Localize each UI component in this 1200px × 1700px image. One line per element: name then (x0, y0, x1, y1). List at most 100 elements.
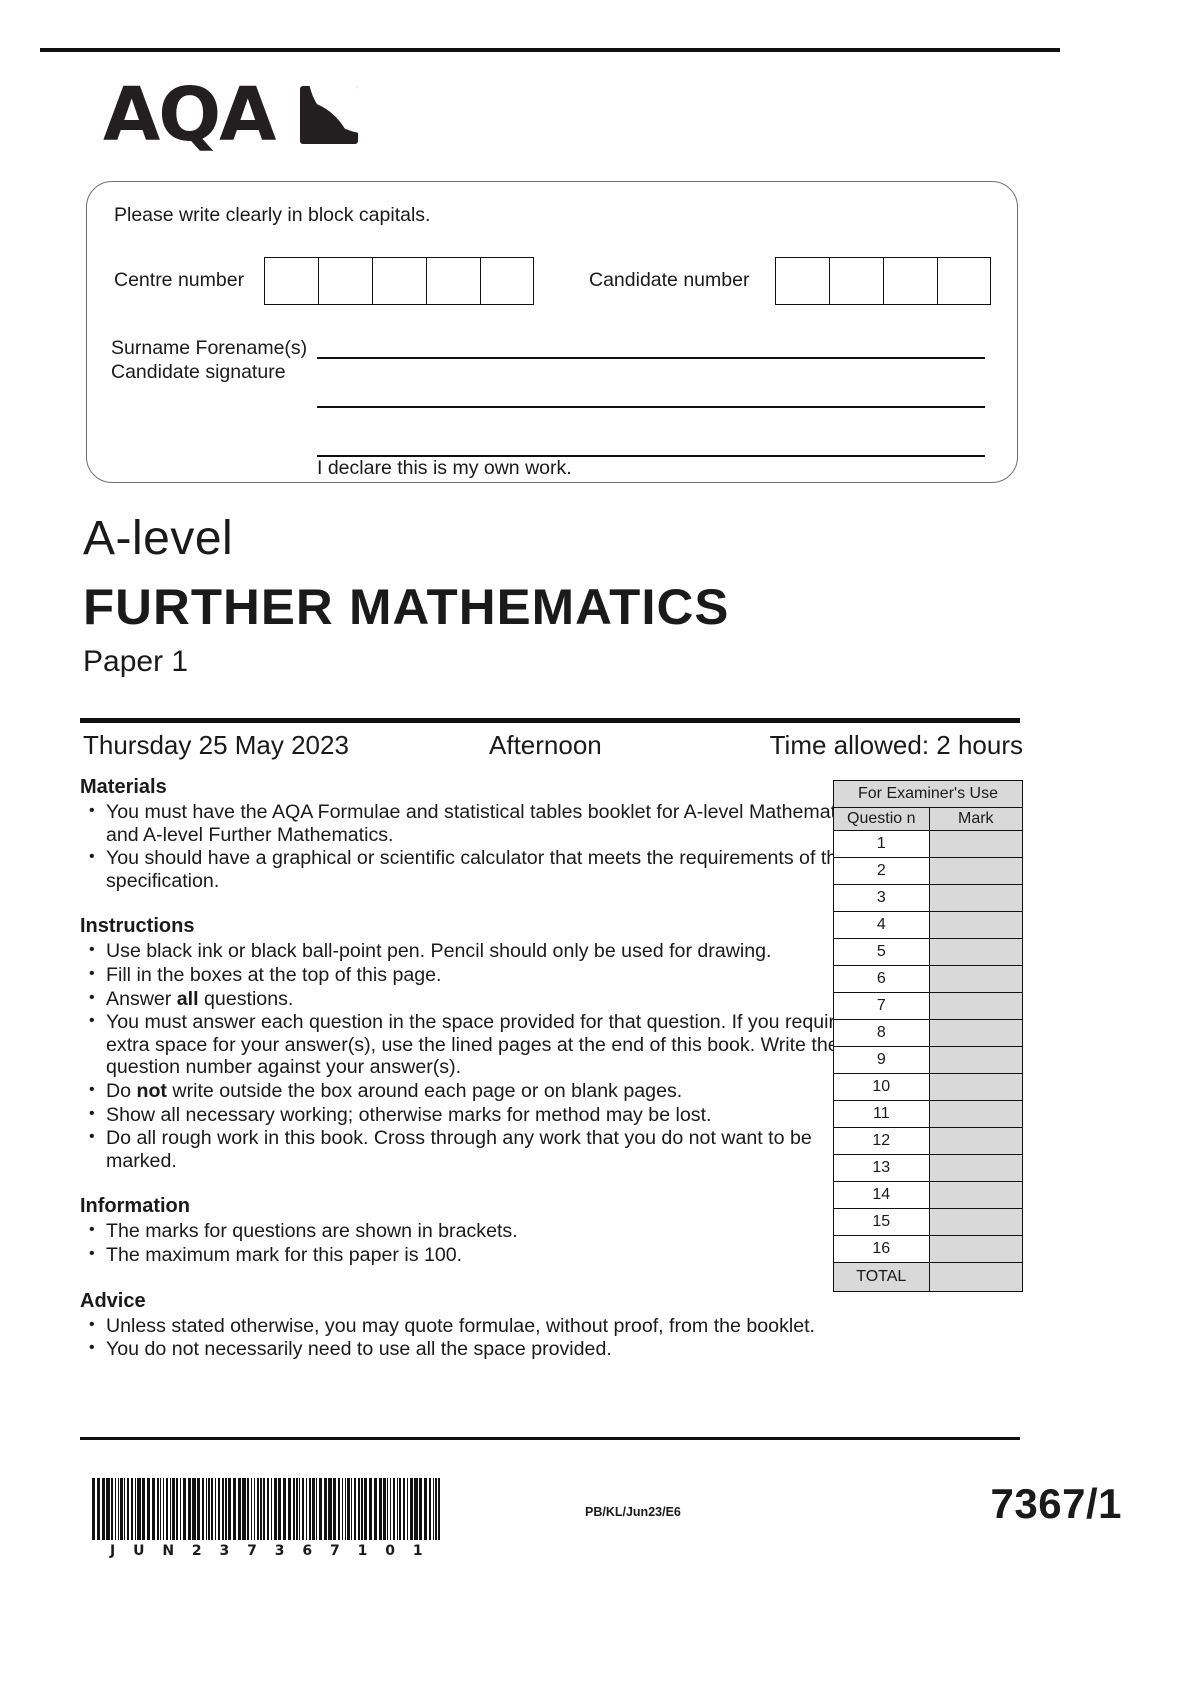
list-item: You should have a graphical or scientifi… (80, 846, 870, 892)
mark-cell[interactable] (928, 1181, 1024, 1209)
mark-cell[interactable] (928, 1235, 1024, 1263)
mark-cell[interactable] (928, 857, 1024, 885)
table-row: 11 (833, 1100, 1024, 1128)
mark-cell[interactable] (928, 965, 1024, 993)
table-row: 3 (833, 884, 1024, 912)
table-row: 5 (833, 938, 1024, 966)
table-row-total: TOTAL (833, 1262, 1024, 1292)
total-label: TOTAL (833, 1262, 930, 1292)
table-row: 1 (833, 830, 1024, 858)
declaration-write-line[interactable] (317, 455, 985, 457)
mark-cell[interactable] (928, 1046, 1024, 1074)
exam-time-allowed: Time allowed: 2 hours (769, 730, 1023, 760)
centre-number-cell[interactable] (372, 257, 426, 305)
section-heading: Information (80, 1195, 190, 1218)
table-row: 14 (833, 1181, 1024, 1209)
list-item: The maximum mark for this paper is 100. (80, 1243, 870, 1267)
paper-title: Paper 1 (83, 645, 189, 678)
section-materials: Materials You must have the AQA Formulae… (80, 776, 870, 892)
section-heading: Advice (80, 1289, 146, 1312)
table-row: 12 (833, 1127, 1024, 1155)
block-capitals-note: Please write clearly in block capitals. (114, 204, 431, 226)
mark-cell[interactable] (928, 992, 1024, 1020)
print-code: PB/KL/Jun23/E6 (585, 1505, 681, 1519)
signature-write-line[interactable] (317, 406, 985, 408)
candidate-details-box (86, 181, 1018, 483)
mark-cell[interactable] (928, 830, 1024, 858)
table-row: 10 (833, 1073, 1024, 1101)
centre-number-cell[interactable] (426, 257, 480, 305)
candidate-number-cell[interactable] (775, 257, 829, 305)
centre-number-input[interactable] (264, 257, 534, 305)
leaf-icon (300, 86, 359, 144)
header-divider-rule (80, 718, 1020, 723)
candidate-number-label: Candidate number (589, 269, 750, 291)
aqa-wordmark: AQA (103, 72, 276, 158)
list-item: You do not necessarily need to use all t… (80, 1337, 870, 1361)
mark-cell[interactable] (928, 1100, 1024, 1128)
spacer (80, 893, 870, 915)
list-item: Unless stated otherwise, you may quote f… (80, 1314, 870, 1338)
information-list: The marks for questions are shown in bra… (80, 1219, 870, 1267)
list-item: Use black ink or black ball-point pen. P… (80, 939, 870, 963)
table-row: 6 (833, 965, 1024, 993)
table-row: 2 (833, 857, 1024, 885)
exam-info-bar: Thursday 25 May 2023 Afternoon Time allo… (83, 730, 1023, 768)
mark-cell[interactable] (928, 884, 1024, 912)
question-number: 16 (833, 1235, 930, 1263)
table-row: 13 (833, 1154, 1024, 1182)
question-number: 14 (833, 1181, 930, 1209)
list-item: You must have the AQA Formulae and stati… (80, 800, 870, 846)
section-heading: Instructions (80, 915, 195, 938)
candidate-number-input[interactable] (775, 257, 991, 305)
mark-cell[interactable] (928, 1208, 1024, 1236)
table-row: 7 (833, 992, 1024, 1020)
question-number: 6 (833, 965, 930, 993)
question-number: 10 (833, 1073, 930, 1101)
instructions-column: Materials You must have the AQA Formulae… (80, 776, 870, 1362)
list-item: The marks for questions are shown in bra… (80, 1219, 870, 1243)
for-examiners-use-table: For Examiner's Use Questio n Mark 1 2 3 … (833, 780, 1024, 1292)
mark-cell[interactable] (928, 1127, 1024, 1155)
total-mark-cell[interactable] (928, 1262, 1024, 1292)
table-row: 16 (833, 1235, 1024, 1263)
declaration-text: I declare this is my own work. (317, 457, 572, 479)
spacer (80, 1268, 870, 1290)
barcode-digits: J U N 2 3 7 3 6 7 1 0 1 (110, 1543, 430, 1559)
list-item: Do not write outside the box around each… (80, 1079, 870, 1103)
candidate-number-cell[interactable] (883, 257, 937, 305)
mark-cell[interactable] (928, 1019, 1024, 1047)
centre-number-cell[interactable] (264, 257, 318, 305)
mark-cell[interactable] (928, 938, 1024, 966)
question-number: 12 (833, 1127, 930, 1155)
question-number: 4 (833, 911, 930, 939)
candidate-number-cell[interactable] (937, 257, 991, 305)
mark-cell[interactable] (928, 1154, 1024, 1182)
question-number: 13 (833, 1154, 930, 1182)
column-header-mark: Mark (928, 807, 1024, 831)
advice-list: Unless stated otherwise, you may quote f… (80, 1314, 870, 1361)
column-header-question: Questio n (833, 807, 930, 831)
list-item: Do all rough work in this book. Cross th… (80, 1126, 870, 1172)
name-write-line[interactable] (317, 357, 985, 359)
section-instructions: Instructions Use black ink or black ball… (80, 915, 870, 1172)
section-information: Information The marks for questions are … (80, 1195, 870, 1266)
list-item: Answer all questions. (80, 987, 870, 1011)
centre-number-cell[interactable] (480, 257, 534, 305)
examiner-table-body: For Examiner's Use Questio n Mark 1 2 3 … (833, 780, 1024, 1292)
centre-number-cell[interactable] (318, 257, 372, 305)
aqa-logo: AQA (103, 72, 359, 158)
question-number: 5 (833, 938, 930, 966)
qualification-title: A-level (83, 512, 234, 565)
footer-divider-rule (80, 1437, 1020, 1440)
list-item: Fill in the boxes at the top of this pag… (80, 963, 870, 987)
barcode (92, 1478, 444, 1540)
candidate-number-cell[interactable] (829, 257, 883, 305)
exam-session: Afternoon (489, 730, 602, 760)
mark-cell[interactable] (928, 1073, 1024, 1101)
question-number: 8 (833, 1019, 930, 1047)
mark-cell[interactable] (928, 911, 1024, 939)
surname-forenames-label: Surname Forename(s) (111, 337, 308, 359)
question-number: 1 (833, 830, 930, 858)
